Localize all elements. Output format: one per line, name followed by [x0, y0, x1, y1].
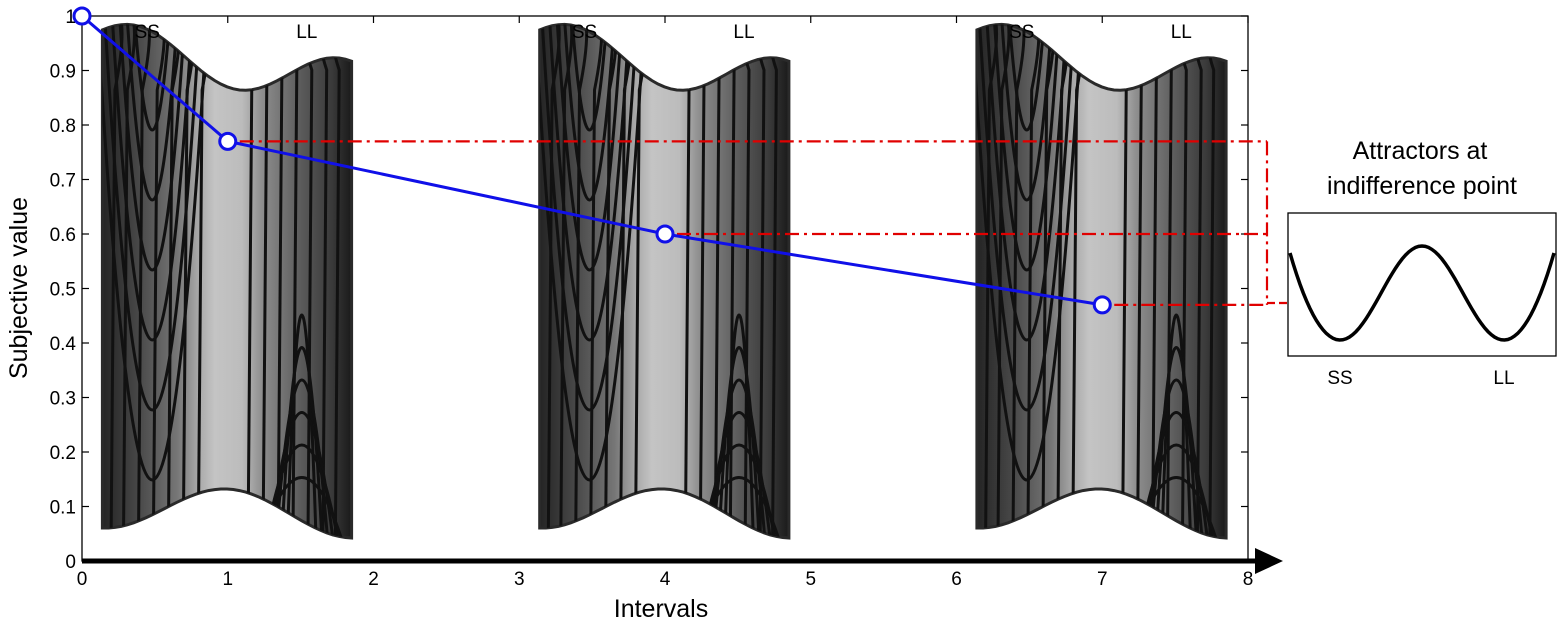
y-tick-label: 0.2	[50, 443, 76, 464]
x-tick-label: 0	[77, 569, 88, 590]
contour-line	[1159, 313, 1193, 538]
contour-line	[977, 24, 1076, 412]
region-label-ss: SS	[1009, 22, 1034, 43]
contour-panel: SS LL	[538, 22, 791, 540]
y-ticks: 0 0.1 0.2 0.3 0.4 0.5 0.6 0.7 0.8 0.9 1	[50, 7, 1248, 573]
x-axis-arrowhead	[1255, 548, 1283, 574]
region-label-ll: LL	[296, 22, 317, 43]
data-point	[655, 224, 675, 244]
x-tick-label: 4	[660, 569, 671, 590]
region-label-ll: LL	[733, 22, 754, 43]
y-tick-label: 0.1	[50, 498, 76, 519]
x-tick-label: 7	[1097, 569, 1108, 590]
inset-title-line-2: indifference point	[1327, 172, 1517, 200]
contour-line	[118, 24, 187, 272]
x-tick-label: 5	[805, 569, 816, 590]
contour-line	[985, 24, 1069, 342]
contour-line	[102, 24, 209, 482]
inset-frame	[1287, 212, 1557, 357]
contour-line	[540, 24, 639, 412]
contour-line	[279, 346, 325, 538]
inset-potential-curve	[1288, 244, 1556, 342]
contour-line	[722, 313, 756, 538]
contour-line	[563, 24, 616, 202]
contour-panels: SS LL SS LL SS LL	[100, 22, 1228, 540]
contour-line	[103, 24, 202, 412]
x-axis-title: Intervals	[614, 595, 708, 623]
x-tick-label: 8	[1243, 569, 1254, 590]
y-tick-label: 0.4	[50, 334, 77, 355]
y-axis-title: Subjective value	[5, 197, 33, 379]
series-line	[81, 14, 1103, 307]
contour-line	[570, 24, 609, 132]
y-tick-label: 0.5	[50, 280, 76, 301]
contour-line	[548, 24, 631, 342]
contour-line	[285, 313, 319, 538]
x-tick-label: 2	[368, 569, 379, 590]
x-tick-label: 1	[222, 569, 233, 590]
series	[72, 6, 1112, 315]
inset-title-line-1: Attractors at	[1353, 137, 1488, 165]
y-tick-label: 0.8	[50, 116, 76, 137]
contour-line	[1000, 24, 1054, 202]
contour-line	[539, 24, 646, 482]
reference-lines	[239, 140, 1288, 306]
inset-label-ll: LL	[1493, 368, 1514, 389]
region-label-ll: LL	[1171, 22, 1192, 43]
contour-line	[716, 346, 762, 538]
x-tick-label: 6	[951, 569, 962, 590]
contour-panel: SS LL	[100, 22, 354, 540]
inset: Attractors at indifference point SS LL	[1287, 137, 1557, 389]
contour-line	[976, 24, 1084, 482]
data-point	[1092, 295, 1112, 315]
region-label-ss: SS	[572, 22, 597, 43]
inset-label-ss: SS	[1327, 368, 1352, 389]
x-ticks: 0 1 2 3 4 5 6 7 8	[77, 16, 1254, 590]
contour-line	[110, 24, 194, 342]
contour-line	[1007, 24, 1046, 132]
contour-line	[133, 24, 172, 132]
x-tick-label: 3	[514, 569, 525, 590]
region-label-ss: SS	[135, 22, 160, 43]
y-tick-label: 0.7	[50, 171, 76, 192]
y-tick-label: 0.6	[50, 225, 76, 246]
y-tick-label: 0	[65, 552, 76, 573]
data-point	[218, 131, 238, 151]
contour-line	[1153, 346, 1199, 538]
y-tick-label: 1	[65, 7, 76, 28]
data-point	[72, 6, 92, 26]
y-tick-label: 0.3	[50, 389, 76, 410]
y-tick-label: 0.9	[50, 62, 76, 83]
contour-line	[125, 24, 179, 202]
